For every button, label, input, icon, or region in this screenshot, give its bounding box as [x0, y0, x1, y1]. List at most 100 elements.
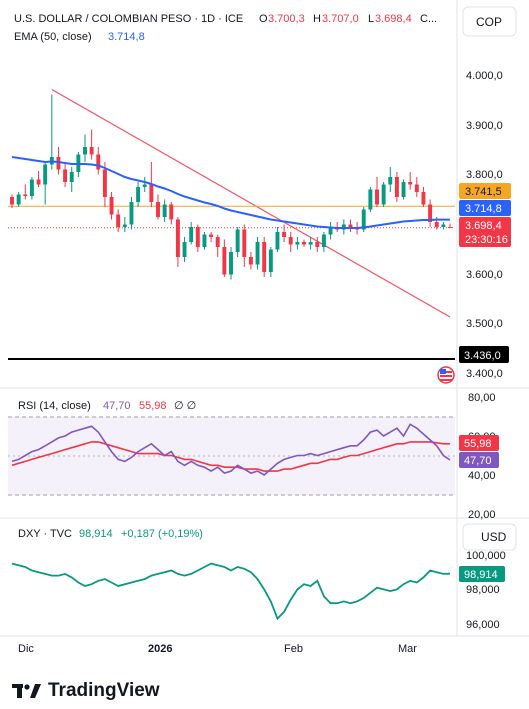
candle-body — [368, 189, 373, 210]
candle — [102, 162, 107, 207]
candle — [375, 177, 379, 207]
ema-price-tag: 3.714,8 — [459, 200, 511, 216]
candle — [275, 227, 280, 252]
candle-body — [96, 154, 101, 170]
rsi-extra-values: ∅ ∅ — [174, 400, 196, 412]
rsi-ma-tag: 55,98 — [459, 435, 499, 451]
candle — [129, 197, 134, 230]
candle — [96, 147, 101, 175]
candle — [10, 194, 14, 208]
candle-body — [248, 257, 253, 265]
candle — [175, 217, 180, 267]
candle-body — [36, 179, 41, 185]
candle-body — [428, 204, 433, 222]
tradingview-logo-icon — [12, 682, 42, 700]
candle — [401, 179, 406, 200]
candle-body — [375, 189, 379, 205]
svg-text:3.698,4: 3.698,4 — [465, 220, 502, 232]
bar-countdown: 23:30:16 — [465, 234, 508, 246]
candle-body — [162, 204, 167, 217]
candle — [235, 227, 240, 257]
candle-body — [288, 237, 293, 245]
candle-body — [328, 227, 333, 235]
svg-text:55,98: 55,98 — [464, 438, 492, 450]
candle — [368, 187, 373, 212]
svg-text:3.714,8: 3.714,8 — [465, 203, 502, 215]
candle-body — [421, 192, 426, 205]
dxy-value: 98,914 — [79, 528, 113, 540]
rsi-label[interactable]: RSI (14, close) — [18, 400, 91, 412]
candle — [414, 177, 419, 197]
candle — [156, 194, 160, 220]
candle-body — [175, 219, 180, 257]
candle-body — [229, 252, 233, 275]
rsi-tick-20: 20,00 — [468, 509, 496, 521]
candle — [23, 184, 28, 200]
candle-body — [29, 179, 34, 196]
candle-body — [10, 197, 14, 205]
high-label: H — [313, 13, 321, 25]
candle-body — [321, 234, 326, 247]
rsi-pane[interactable] — [11, 423, 451, 476]
svg-text:47,70: 47,70 — [464, 455, 492, 467]
candle-body — [215, 237, 220, 247]
currency-button-usd-label: USD — [481, 530, 507, 544]
currency-button-usd[interactable]: USD — [462, 523, 517, 551]
candle — [36, 171, 41, 187]
price-pane[interactable] — [8, 88, 455, 360]
candle-body — [381, 184, 386, 205]
candle — [16, 192, 21, 207]
candle-body — [116, 214, 121, 227]
candle — [43, 162, 48, 205]
candle — [448, 223, 452, 228]
candle-body — [394, 177, 399, 197]
level-price-tag: 3.741,5 — [459, 183, 511, 199]
candle — [69, 167, 74, 192]
candle-body — [122, 224, 127, 227]
dxy-label[interactable]: DXY · TVC — [18, 528, 72, 540]
candle-body — [109, 197, 114, 215]
rsi-band-fill — [8, 417, 455, 495]
candle-body — [222, 247, 227, 275]
candle — [328, 222, 333, 240]
candle — [142, 177, 147, 192]
candle-body — [414, 184, 419, 192]
price-tick-3600: 3.600,0 — [466, 269, 503, 281]
candle-body — [448, 227, 452, 228]
price-tick-3500: 3.500,0 — [466, 318, 503, 330]
us-flag-icon[interactable] — [437, 366, 455, 384]
candle-body — [195, 227, 200, 247]
candle — [394, 172, 399, 202]
candle-body — [388, 177, 393, 185]
candle-body — [209, 234, 214, 237]
candle-body — [242, 229, 247, 257]
rsi-value-tag: 47,70 — [459, 452, 499, 468]
candle — [441, 222, 446, 230]
open-value: 3.700,3 — [268, 13, 305, 25]
candle — [29, 177, 34, 200]
currency-button-cop[interactable]: COP — [462, 6, 517, 37]
candle — [268, 247, 273, 277]
dxy-tick-100: 100,000 — [466, 550, 506, 562]
candle — [202, 232, 207, 250]
open-label: O — [259, 13, 268, 25]
candle — [116, 209, 121, 232]
candle-body — [136, 187, 141, 202]
candle-body — [302, 242, 306, 245]
dxy-pane[interactable] — [11, 562, 451, 621]
symbol-title[interactable]: U.S. DOLLAR / COLOMBIAN PESO · 1D · ICE — [14, 13, 243, 25]
candle — [195, 224, 200, 252]
candle — [302, 239, 306, 247]
candle — [83, 134, 87, 162]
trendline — [51, 88, 451, 318]
tradingview-brand[interactable]: TradingView — [12, 680, 160, 702]
candle — [136, 182, 141, 207]
candle — [222, 239, 227, 277]
dxy-line — [11, 562, 451, 621]
price-tick-3400: 3.400,0 — [466, 368, 503, 380]
candle-body — [189, 227, 194, 242]
candle — [63, 162, 68, 187]
ema-label[interactable]: EMA (50, close) — [14, 31, 92, 43]
candle-body — [434, 222, 439, 227]
